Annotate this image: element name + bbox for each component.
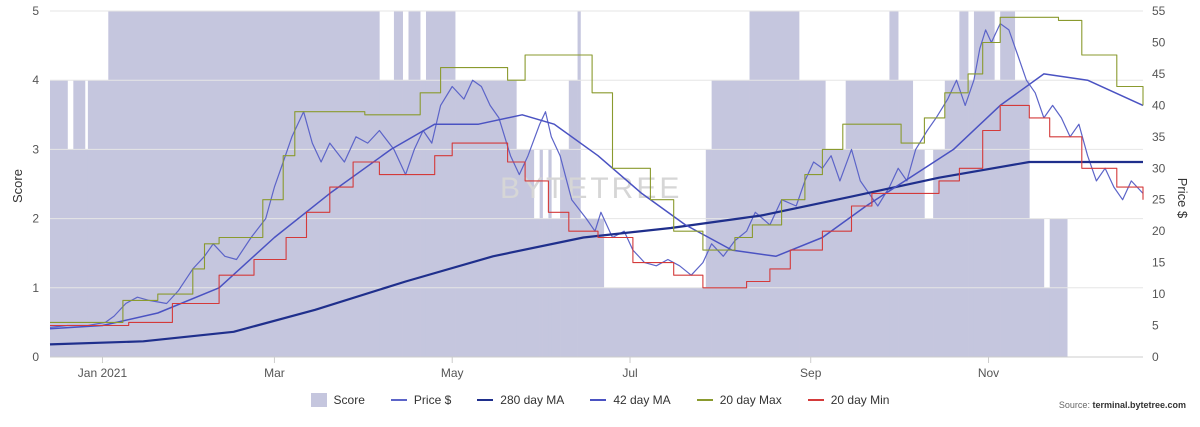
- score-bar: [408, 11, 421, 357]
- legend-item[interactable]: 280 day MA: [477, 393, 564, 407]
- legend-label: 280 day MA: [500, 393, 565, 407]
- legend-label: Score: [333, 393, 365, 407]
- score-bar: [560, 149, 570, 357]
- series-20-day-min-line: [50, 104, 1144, 327]
- score-bar: [108, 11, 380, 357]
- score-bar: [425, 11, 456, 357]
- legend-label: 20 day Max: [719, 393, 782, 407]
- legend-item[interactable]: Score: [310, 393, 365, 407]
- source-credit: Source: terminal.bytetree.com: [1059, 400, 1186, 410]
- x-tick-label: Jul: [622, 366, 637, 380]
- chart-legend: Score Price $ 280 day MA 42 day MA 20 day Ma…: [0, 393, 1200, 407]
- y-right-tick-label: 5: [1152, 319, 1159, 333]
- score-bar: [889, 11, 899, 357]
- y-left-tick-label: 0: [32, 350, 39, 364]
- legend-item[interactable]: 42 day MA: [590, 393, 671, 407]
- score-bar: [1000, 11, 1016, 357]
- legend-label: Price $: [413, 393, 452, 407]
- legend-swatch: [310, 393, 327, 407]
- y-right-tick-label: 20: [1152, 224, 1166, 238]
- score-bar: [705, 149, 712, 357]
- score-bar: [548, 149, 552, 357]
- score-bar: [67, 149, 74, 357]
- y-right-tick-label: 0: [1152, 350, 1159, 364]
- score-bar: [912, 149, 925, 357]
- y-left-tick-label: 1: [32, 281, 39, 295]
- legend-item[interactable]: Price $: [390, 393, 452, 407]
- score-bar: [84, 149, 89, 357]
- score-bar: [973, 11, 995, 357]
- legend-swatch: [807, 399, 824, 401]
- score-bar: [603, 287, 707, 357]
- y-right-tick-label: 15: [1152, 256, 1166, 270]
- y-axis-left-title: Score: [10, 169, 25, 203]
- legend-swatch: [696, 399, 713, 401]
- legend-item[interactable]: 20 day Min: [807, 393, 890, 407]
- score-bar: [959, 11, 969, 357]
- x-tick-label: Nov: [978, 366, 999, 380]
- source-prefix: Source:: [1058, 400, 1093, 410]
- legend-label: 20 day Min: [830, 393, 890, 407]
- legend-item[interactable]: 20 day Max: [696, 393, 782, 407]
- x-tick-label: Jan 2021: [78, 366, 128, 380]
- series-20-day-max-line: [50, 16, 1144, 323]
- score-bar: [749, 11, 800, 357]
- score-bar: [1043, 287, 1051, 357]
- series-42-day-ma-line: [49, 73, 1144, 330]
- y-right-tick-label: 10: [1152, 287, 1166, 301]
- legend-swatch: [590, 399, 607, 401]
- score-bar: [825, 149, 847, 357]
- series-layer: [49, 16, 1144, 346]
- y-left-tick-label: 4: [32, 73, 39, 87]
- score-bar: [516, 149, 535, 357]
- y-left-tick-label: 2: [32, 212, 39, 226]
- score-bar: [577, 11, 581, 357]
- score-bar: [393, 11, 403, 357]
- y-right-tick-label: 50: [1152, 35, 1166, 49]
- y-right-tick-label: 40: [1152, 98, 1166, 112]
- y-right-tick-label: 30: [1152, 161, 1166, 175]
- score-bar: [933, 149, 946, 357]
- y-axis-right-title: Price $: [1175, 178, 1190, 219]
- series-280-day-ma-line: [49, 160, 1143, 346]
- x-tick-label: May: [441, 366, 464, 380]
- y-right-tick-label: 55: [1152, 4, 1166, 18]
- y-right-tick-label: 25: [1152, 193, 1166, 207]
- source-site: terminal.bytetree.com: [1092, 400, 1186, 410]
- y-left-tick-label: 3: [32, 142, 39, 156]
- legend-swatch: [477, 399, 494, 401]
- y-right-tick-label: 35: [1152, 130, 1166, 144]
- score-bar: [539, 149, 543, 357]
- legend-swatch: [390, 399, 407, 401]
- y-left-tick-label: 5: [32, 4, 39, 18]
- y-right-tick-label: 45: [1152, 67, 1166, 81]
- legend-label: 42 day MA: [613, 393, 671, 407]
- x-tick-label: Mar: [264, 366, 285, 380]
- x-tick-label: Sep: [800, 366, 822, 380]
